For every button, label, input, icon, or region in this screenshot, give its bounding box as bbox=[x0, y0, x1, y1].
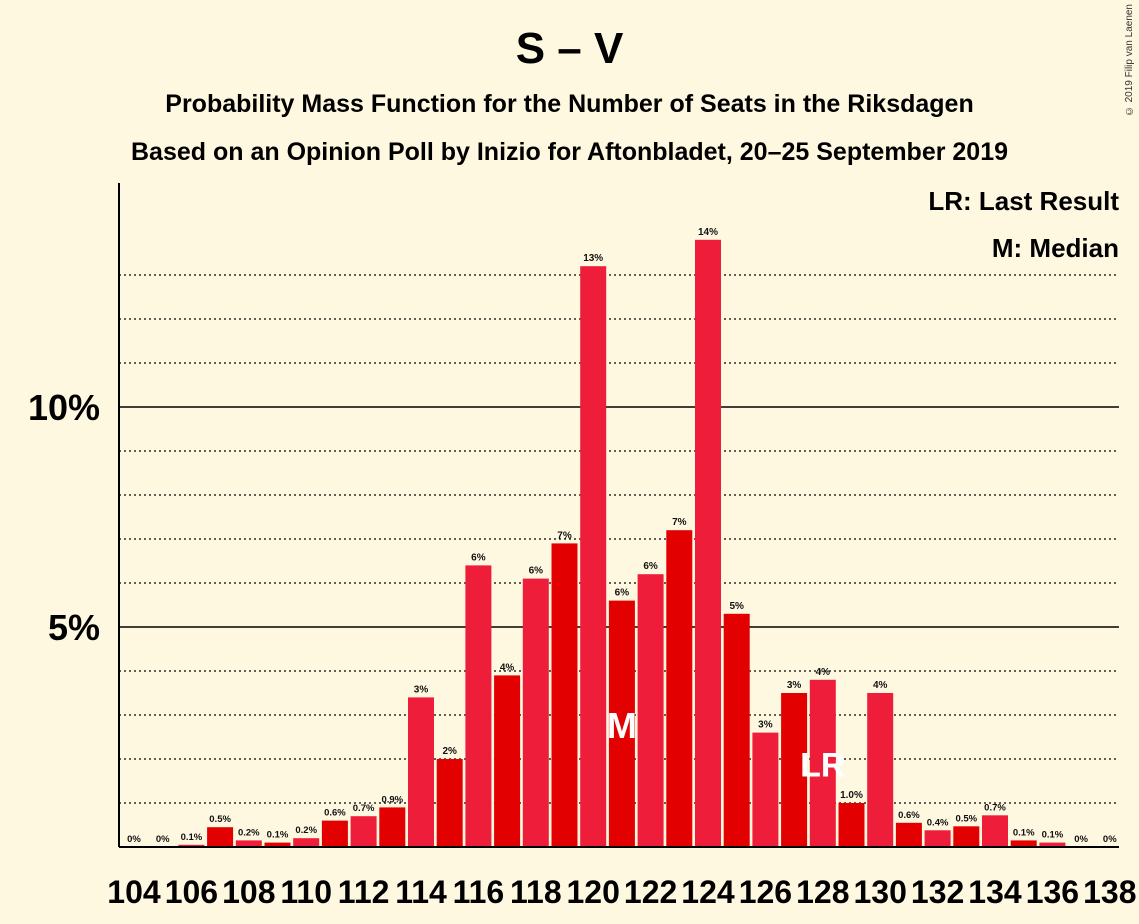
bar-seat-109 bbox=[264, 842, 291, 847]
data-label-seat-116: 6% bbox=[471, 552, 486, 563]
data-label-seat-136: 0.1% bbox=[1042, 830, 1064, 841]
legend-median: M: Median bbox=[991, 233, 1119, 263]
data-label-seat-123: 7% bbox=[672, 517, 687, 528]
data-label-seat-109: 0.1% bbox=[267, 830, 289, 841]
data-label-seat-125: 5% bbox=[729, 601, 744, 612]
data-label-seat-113: 0.9% bbox=[381, 794, 403, 805]
bar-seat-108 bbox=[235, 840, 262, 847]
data-label-seat-105: 0% bbox=[156, 834, 170, 845]
x-tick-label: 118 bbox=[510, 874, 562, 910]
bar-seat-124 bbox=[695, 239, 721, 848]
x-tick-label: 134 bbox=[968, 874, 1022, 910]
bar-seat-116 bbox=[465, 565, 492, 847]
bar-seat-132 bbox=[924, 830, 951, 847]
bar-seat-131 bbox=[895, 822, 922, 847]
chart-title: S – V bbox=[515, 24, 624, 73]
data-label-seat-135: 0.1% bbox=[1013, 827, 1035, 838]
data-label-seat-120: 13% bbox=[583, 253, 603, 264]
x-tick-label: 126 bbox=[739, 874, 792, 910]
x-tick-label: 112 bbox=[338, 874, 390, 910]
x-tick-label: 124 bbox=[681, 874, 735, 910]
bar-seat-136 bbox=[1039, 842, 1066, 847]
bar-seat-127 bbox=[781, 693, 808, 847]
data-label-seat-133: 0.5% bbox=[955, 813, 977, 824]
bar-seat-115 bbox=[436, 759, 463, 847]
x-tick-label: 122 bbox=[624, 874, 677, 910]
bar-seat-134 bbox=[982, 815, 1008, 847]
data-label-seat-126: 3% bbox=[758, 720, 773, 731]
x-tick-label: 136 bbox=[1026, 874, 1079, 910]
x-tick-label: 114 bbox=[395, 874, 447, 910]
bar-seat-110 bbox=[293, 838, 320, 847]
data-label-seat-119: 7% bbox=[557, 530, 572, 541]
x-tick-label: 132 bbox=[911, 874, 964, 910]
bar-seat-113 bbox=[379, 807, 406, 847]
bar-seat-133 bbox=[953, 826, 980, 847]
bar-seat-126 bbox=[752, 732, 779, 847]
bar-seat-128 bbox=[809, 679, 836, 847]
data-label-seat-132: 0.4% bbox=[927, 817, 949, 828]
data-label-seat-129: 1.0% bbox=[840, 790, 863, 801]
data-label-seat-138: 0% bbox=[1103, 834, 1117, 845]
data-label-seat-110: 0.2% bbox=[295, 825, 317, 836]
data-label-seat-127: 3% bbox=[787, 680, 802, 691]
data-label-seat-118: 6% bbox=[529, 566, 544, 577]
data-label-seat-131: 0.6% bbox=[898, 810, 920, 821]
last-result-marker: LR bbox=[800, 746, 845, 784]
bar-seat-122 bbox=[637, 574, 664, 847]
data-label-seat-111: 0.6% bbox=[324, 808, 346, 819]
bar-seat-111 bbox=[321, 820, 348, 847]
bar-seat-135 bbox=[1010, 840, 1037, 847]
data-label-seat-121: 6% bbox=[615, 588, 630, 599]
data-label-seat-108: 0.2% bbox=[238, 827, 260, 838]
data-labels: 0% 0% 0.1% 0.5% 0.2% 0.1% 0.2% 0.6% 0.7% 0.9% 3% 2%… bbox=[127, 227, 1117, 845]
x-tick-label: 108 bbox=[222, 874, 275, 910]
x-tick-label: 110 bbox=[280, 874, 332, 910]
data-label-seat-124: 14% bbox=[698, 227, 718, 238]
bar-seat-114 bbox=[408, 697, 434, 847]
axes: 5%10%104 106 108 110 112 114 116 118 120 122 124 12… bbox=[28, 183, 1136, 910]
x-tick-label: 120 bbox=[567, 874, 620, 910]
data-label-seat-107: 0.5% bbox=[209, 814, 231, 825]
legend-last-result: LR: Last Result bbox=[928, 186, 1119, 216]
bars bbox=[178, 239, 1066, 848]
bar-seat-130 bbox=[867, 693, 894, 847]
x-tick-label: 116 bbox=[453, 874, 505, 910]
x-tick-label: 106 bbox=[165, 874, 218, 910]
x-tick-label: 128 bbox=[796, 874, 849, 910]
bar-seat-107 bbox=[207, 827, 234, 847]
bar-seat-119 bbox=[551, 543, 578, 847]
data-label-seat-128: 4% bbox=[816, 667, 831, 678]
bar-seat-121 bbox=[608, 600, 635, 847]
markers: M LR bbox=[607, 705, 846, 785]
bar-seat-117 bbox=[494, 675, 521, 847]
bar-seat-125 bbox=[723, 613, 750, 847]
data-label-seat-130: 4% bbox=[873, 680, 888, 691]
data-label-seat-115: 2% bbox=[442, 746, 457, 757]
bar-seat-129 bbox=[838, 803, 865, 847]
bar-seat-106 bbox=[178, 844, 205, 847]
median-marker: M bbox=[607, 705, 637, 746]
data-label-seat-122: 6% bbox=[643, 561, 658, 572]
data-label-seat-137: 0% bbox=[1074, 834, 1088, 845]
bar-seat-118 bbox=[522, 578, 549, 847]
bar-seat-112 bbox=[350, 816, 377, 847]
bar-seat-123 bbox=[666, 530, 693, 847]
data-label-seat-114: 3% bbox=[414, 684, 429, 695]
x-tick-label: 104 bbox=[107, 874, 161, 910]
data-label-seat-117: 4% bbox=[500, 662, 515, 673]
data-label-seat-104: 0% bbox=[127, 834, 141, 845]
data-label-seat-112: 0.7% bbox=[353, 803, 375, 814]
y-tick-label: 5% bbox=[48, 607, 100, 648]
x-tick-label: 130 bbox=[854, 874, 907, 910]
x-tick-label: 138 bbox=[1083, 874, 1136, 910]
y-tick-label: 10% bbox=[28, 387, 100, 428]
bar-seat-120 bbox=[580, 266, 607, 847]
chart-source: Based on an Opinion Poll by Inizio for A… bbox=[130, 138, 1009, 166]
chart-subtitle: Probability Mass Function for the Number… bbox=[165, 90, 974, 118]
data-label-seat-106: 0.1% bbox=[181, 832, 203, 843]
data-label-seat-134: 0.7% bbox=[984, 802, 1006, 813]
